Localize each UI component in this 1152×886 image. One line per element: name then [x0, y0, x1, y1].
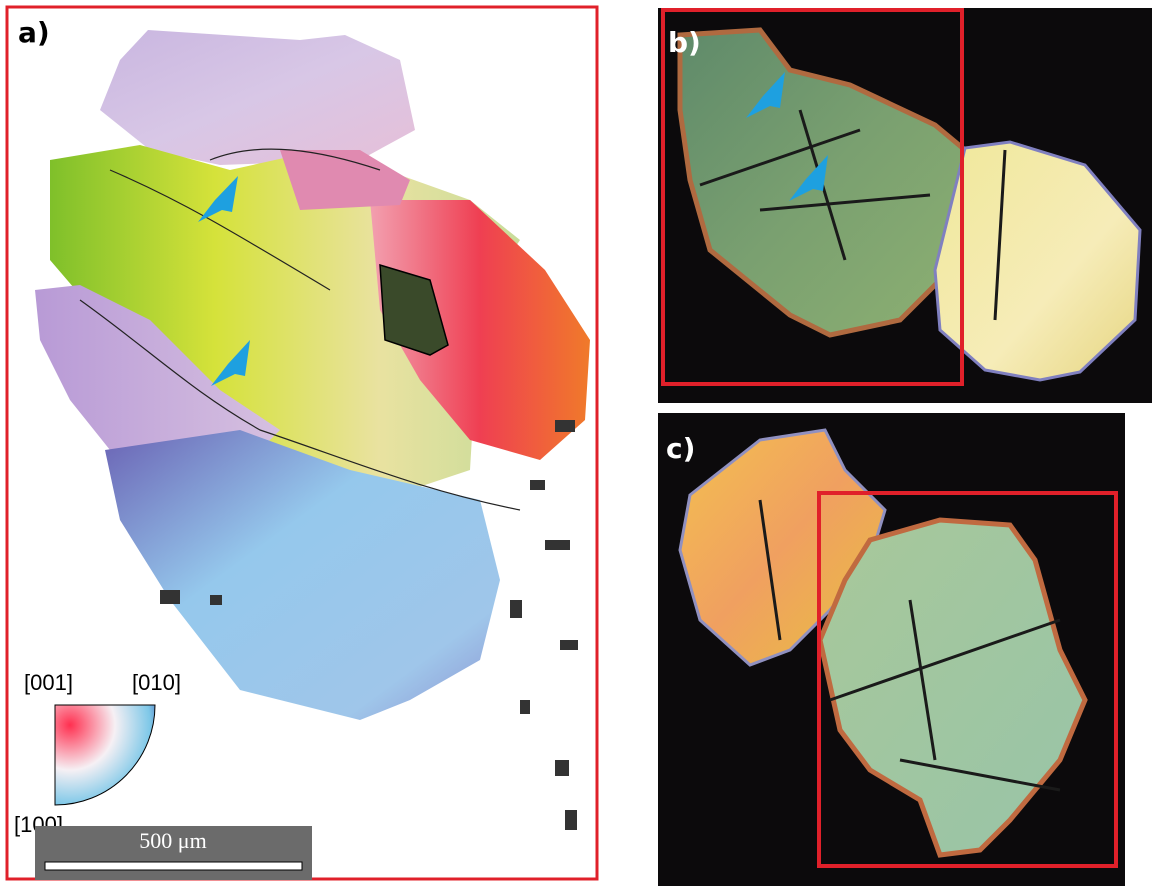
panel-label: a) [18, 16, 50, 49]
panel-a: a) [001] [010] [100] 500 μm [7, 7, 597, 880]
panel-label: c) [666, 432, 695, 465]
panel-b: b) [658, 8, 1152, 403]
legend-label: [001] [24, 670, 73, 695]
panel-label: b) [668, 26, 701, 59]
legend-label: [010] [132, 670, 181, 695]
panel-c: c) [658, 413, 1125, 886]
figure: a) [001] [010] [100] 500 μm b) c) [0, 0, 1152, 886]
scale-bar-label: 500 μm [139, 828, 206, 853]
grain [100, 30, 415, 165]
scale-bar [45, 862, 302, 870]
